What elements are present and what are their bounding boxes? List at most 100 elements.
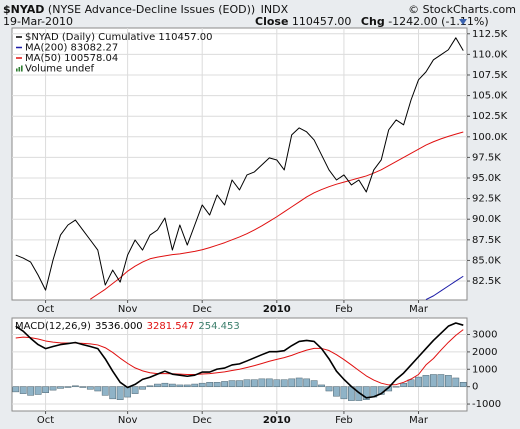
change-label: Chg xyxy=(361,15,385,28)
histogram-bar xyxy=(236,380,243,387)
histogram-bar xyxy=(131,386,139,394)
y-tick-label: 105.0K xyxy=(472,91,508,102)
legend-label: $NYAD (Daily) Cumulative 110457.00 xyxy=(25,32,213,43)
histogram-bar xyxy=(64,386,72,388)
histogram-bar xyxy=(415,376,422,387)
histogram-bar xyxy=(392,386,400,388)
histogram-bar xyxy=(251,379,258,387)
source: © StockCharts.com xyxy=(408,3,516,16)
histogram-bar xyxy=(318,384,325,387)
histogram-bar xyxy=(295,377,303,387)
x-tick-label: Dec xyxy=(193,304,212,315)
x-tick-label: Mar xyxy=(409,415,429,426)
series-group xyxy=(15,37,464,300)
legend-label: Volume undef xyxy=(25,64,95,75)
y-tick-label: 85.0K xyxy=(472,255,501,266)
legend-label: 3281.547 xyxy=(147,321,195,332)
legend-swatch xyxy=(16,68,18,72)
histogram-bar xyxy=(109,386,117,400)
histogram-bar xyxy=(355,386,363,401)
series-line xyxy=(90,131,464,300)
y-tick-label: 95.0K xyxy=(472,173,501,184)
x-tick-label: Oct xyxy=(37,415,54,426)
histogram-bar xyxy=(310,380,318,387)
y-tick-label: 110.0K xyxy=(472,49,508,60)
legend-label: 3536.000 xyxy=(95,321,143,332)
histogram-bar xyxy=(452,377,460,387)
symbol: $NYAD xyxy=(3,3,44,16)
series-line xyxy=(15,37,464,291)
change-value: -1242.00 (-1.11%) xyxy=(388,15,488,28)
histogram-bar xyxy=(94,386,102,392)
y-tick-label: 90.0K xyxy=(472,214,501,225)
histogram-bar xyxy=(213,382,221,387)
exchange: INDX xyxy=(261,3,289,16)
close-label: Close xyxy=(255,15,288,28)
histogram-bar xyxy=(168,383,176,387)
histogram-bar xyxy=(101,386,109,396)
histogram-bar xyxy=(258,378,266,387)
histogram-bar xyxy=(437,374,445,387)
x-tick-label: Nov xyxy=(118,415,138,426)
quote-line: Close 110457.00 Chg -1242.00 (-1.11%) xyxy=(255,15,489,28)
x-tick-label: 2010 xyxy=(263,415,291,426)
y-tick-label: 112.5K xyxy=(472,29,508,40)
legend-swatch xyxy=(21,65,23,72)
legend-swatch xyxy=(18,67,21,72)
histogram-bar xyxy=(400,382,407,387)
series-line xyxy=(15,322,464,399)
histogram-bar xyxy=(430,374,437,387)
x-tick-label: Nov xyxy=(118,304,138,315)
down-arrow xyxy=(459,19,467,25)
legend-label: MA(200) 83082.27 xyxy=(25,43,118,54)
histogram-bar xyxy=(198,382,206,387)
y-tick-label: 97.5K xyxy=(472,152,501,163)
legend-label: 254.453 xyxy=(198,321,239,332)
series-line xyxy=(425,275,464,300)
y-tick-label: 87.5K xyxy=(472,235,501,246)
histogram-bar xyxy=(228,380,236,387)
histogram-bar xyxy=(273,379,281,387)
histogram-bar xyxy=(139,386,146,390)
histogram-bar xyxy=(49,386,57,391)
x-tick-label: Mar xyxy=(409,304,429,315)
histogram-bar xyxy=(333,386,340,397)
y-tick-label: 0 xyxy=(472,382,478,393)
histogram-bar xyxy=(72,385,79,387)
histogram-bar xyxy=(161,382,169,387)
x-tick-label: 2010 xyxy=(263,304,291,315)
header-line: $NYAD (NYSE Advance-Decline Issues (EOD)… xyxy=(3,3,289,16)
legend-label: MA(50) 100578.04 xyxy=(25,53,118,64)
histogram-bar xyxy=(154,383,161,387)
y-tick-label: -1000 xyxy=(472,399,501,410)
histogram-bar xyxy=(280,379,288,387)
histogram-bar xyxy=(288,378,296,387)
histogram-bar xyxy=(19,386,27,394)
histogram-bar xyxy=(206,382,214,387)
histogram-bar xyxy=(183,384,191,387)
histogram-bar xyxy=(265,378,273,387)
x-tick-label: Feb xyxy=(335,304,353,315)
x-tick-label: Dec xyxy=(193,415,212,426)
symbol-name: (NYSE Advance-Decline Issues (EOD)) xyxy=(48,3,255,16)
x-tick-label: Feb xyxy=(335,415,353,426)
histogram-bar xyxy=(34,386,42,395)
histogram-bar xyxy=(176,384,184,387)
histogram-bar xyxy=(407,379,415,387)
y-tick-label: 3000 xyxy=(472,330,497,341)
series-line xyxy=(15,329,464,386)
panel-legend: MACD(12,26,9) 3536.000 3281.547 254.453 xyxy=(15,321,240,332)
panel-title: MACD(12,26,9) xyxy=(15,321,91,332)
histogram-bar xyxy=(191,383,199,387)
histogram-bar xyxy=(79,386,87,388)
y-tick-label: 2000 xyxy=(472,347,497,358)
y-tick-label: 107.5K xyxy=(472,70,508,81)
y-tick-label: 102.5K xyxy=(472,111,508,122)
histogram-bar xyxy=(422,375,430,387)
histogram-bar xyxy=(221,381,228,387)
histogram-bar xyxy=(444,375,452,387)
histogram-bar xyxy=(340,386,348,400)
close-value: 110457.00 xyxy=(292,15,352,28)
y-tick-label: 82.5K xyxy=(472,276,501,287)
